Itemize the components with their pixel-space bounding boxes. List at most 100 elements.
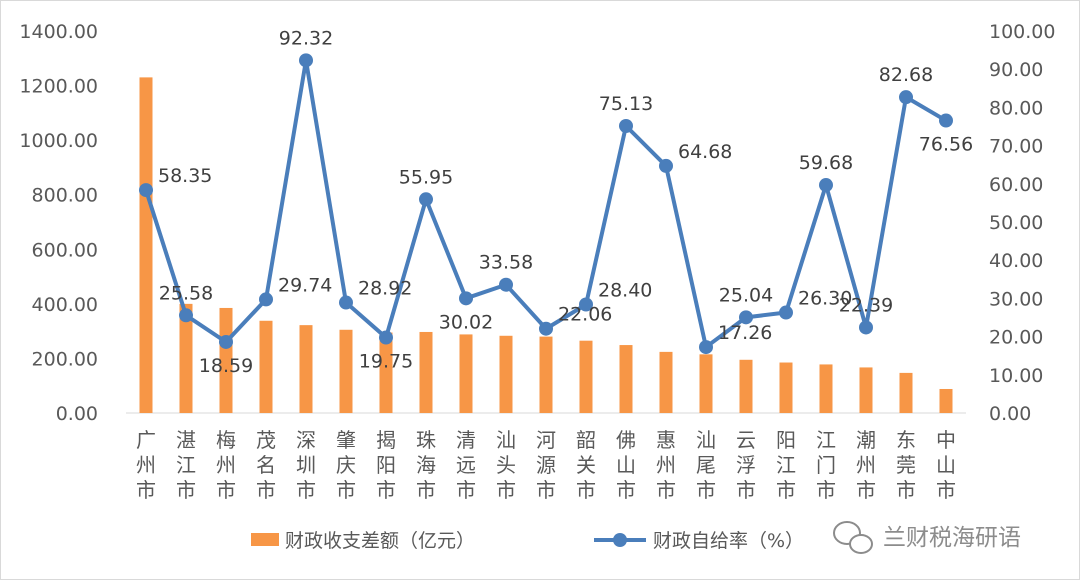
line-data-label: 59.68	[799, 152, 853, 174]
category-label-char: 尾	[696, 453, 716, 477]
bar	[379, 332, 393, 413]
category-label-char: 江	[816, 428, 836, 452]
left-tick-label: 600.00	[32, 239, 98, 261]
bar	[459, 334, 473, 413]
line-data-label: 92.32	[279, 27, 333, 49]
right-tick-label: 10.00	[989, 365, 1043, 387]
category-label-char: 源	[536, 453, 556, 477]
category-label-char: 佛	[616, 428, 636, 452]
category-label-char: 市	[336, 478, 356, 502]
right-tick-label: 20.00	[989, 327, 1043, 349]
category-label-char: 市	[856, 478, 876, 502]
left-tick-label: 0.00	[56, 403, 98, 425]
category-label-char: 中	[936, 428, 956, 452]
line-point	[259, 292, 273, 307]
bar	[259, 320, 273, 413]
category-label-char: 汕	[696, 428, 716, 452]
legend-bar-label: 财政收支差额（亿元）	[285, 530, 475, 552]
line-point	[499, 277, 513, 292]
category-label-char: 江	[776, 453, 796, 477]
bar-series	[139, 77, 953, 413]
line-point	[339, 295, 353, 310]
bar	[699, 354, 713, 413]
left-axis: 0.00 200.00 400.00 600.00 800.00 1000.00 1200.…	[19, 21, 98, 425]
category-label-char: 河	[536, 428, 556, 452]
watermark: 兰财税海研语	[833, 521, 1021, 554]
category-label-char: 远	[456, 453, 476, 477]
bar	[619, 345, 633, 413]
category-label-char: 名	[256, 453, 276, 477]
legend-bar-swatch	[251, 533, 279, 546]
line-data-label: 55.95	[399, 166, 453, 188]
line-point	[459, 291, 473, 306]
category-label-char: 州	[136, 453, 156, 477]
category-label-char: 门	[816, 453, 836, 477]
category-label-char: 湛	[176, 428, 196, 452]
category-label-char: 市	[816, 478, 836, 502]
right-tick-label: 0.00	[989, 403, 1031, 425]
line-series	[139, 53, 953, 355]
left-tick-label: 200.00	[32, 348, 98, 370]
category-label-char: 市	[736, 478, 756, 502]
line-data-label: 25.04	[719, 284, 773, 306]
category-label-char: 浮	[736, 453, 756, 477]
category-label-char: 市	[776, 478, 796, 502]
line-point	[579, 297, 593, 312]
category-label-char: 市	[576, 478, 596, 502]
bar	[659, 351, 673, 413]
line-point	[939, 113, 953, 128]
category-label-char: 山	[936, 453, 956, 477]
category-label-char: 市	[536, 478, 556, 502]
bar	[419, 331, 433, 413]
watermark-text: 兰财税海研语	[883, 525, 1021, 551]
line-data-label: 33.58	[479, 252, 533, 274]
category-label-char: 惠	[656, 428, 676, 452]
right-tick-label: 60.00	[989, 174, 1043, 196]
category-label-char: 圳	[296, 453, 316, 477]
right-tick-label: 90.00	[989, 59, 1043, 81]
bar	[819, 364, 833, 413]
category-label-char: 市	[376, 478, 396, 502]
line-point	[859, 320, 873, 335]
category-label-char: 市	[456, 478, 476, 502]
bar	[579, 340, 593, 413]
line-data-label: 28.92	[358, 278, 412, 300]
category-label-char: 山	[616, 453, 636, 477]
category-label-char: 肇	[336, 428, 356, 452]
line-data-label: 22.39	[839, 294, 893, 316]
line-point	[819, 178, 833, 193]
right-tick-label: 50.00	[989, 212, 1043, 234]
line-data-label: 26.30	[798, 288, 852, 310]
left-tick-label: 1000.00	[19, 130, 98, 152]
category-label-char: 莞	[896, 453, 916, 477]
category-label-char: 市	[696, 478, 716, 502]
line-data-label: 75.13	[599, 93, 653, 115]
right-tick-label: 100.00	[989, 21, 1055, 43]
line-point	[659, 158, 673, 173]
bar	[779, 362, 793, 413]
category-label-char: 市	[936, 478, 956, 502]
line-data-label: 28.40	[598, 280, 652, 302]
category-label-char: 州	[216, 453, 236, 477]
category-label-char: 市	[216, 478, 236, 502]
category-label-char: 揭	[376, 428, 396, 452]
category-label-char: 江	[176, 453, 196, 477]
line-point	[299, 53, 313, 68]
bar	[219, 307, 233, 413]
line-point	[899, 90, 913, 105]
category-label-char: 海	[416, 453, 436, 477]
bar	[899, 372, 913, 413]
line-point	[419, 192, 433, 207]
bar	[179, 303, 193, 413]
bar	[339, 329, 353, 413]
right-axis: 0.00 10.00 20.00 30.00 40.00 50.00 60.00 70.00 8…	[989, 21, 1055, 425]
left-tick-label: 1400.00	[19, 21, 98, 43]
line-point	[379, 330, 393, 345]
category-label-char: 州	[656, 453, 676, 477]
category-label-char: 潮	[856, 428, 876, 452]
line-point	[539, 321, 553, 336]
legend-line-label: 财政自给率（%）	[653, 530, 804, 552]
left-tick-label: 1200.00	[19, 76, 98, 98]
category-label-char: 茂	[256, 428, 276, 452]
line-data-label: 76.56	[919, 134, 973, 156]
